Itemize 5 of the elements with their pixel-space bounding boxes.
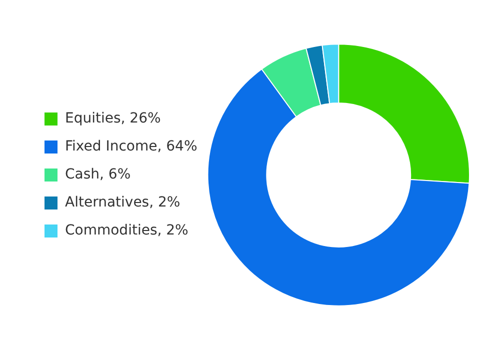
legend-label: Equities, 26% <box>65 110 161 127</box>
legend-label: Cash, 6% <box>65 166 131 183</box>
legend-label: Commodities, 2% <box>65 222 188 239</box>
legend-label: Alternatives, 2% <box>65 194 180 211</box>
legend-label: Fixed Income, 64% <box>65 138 198 155</box>
